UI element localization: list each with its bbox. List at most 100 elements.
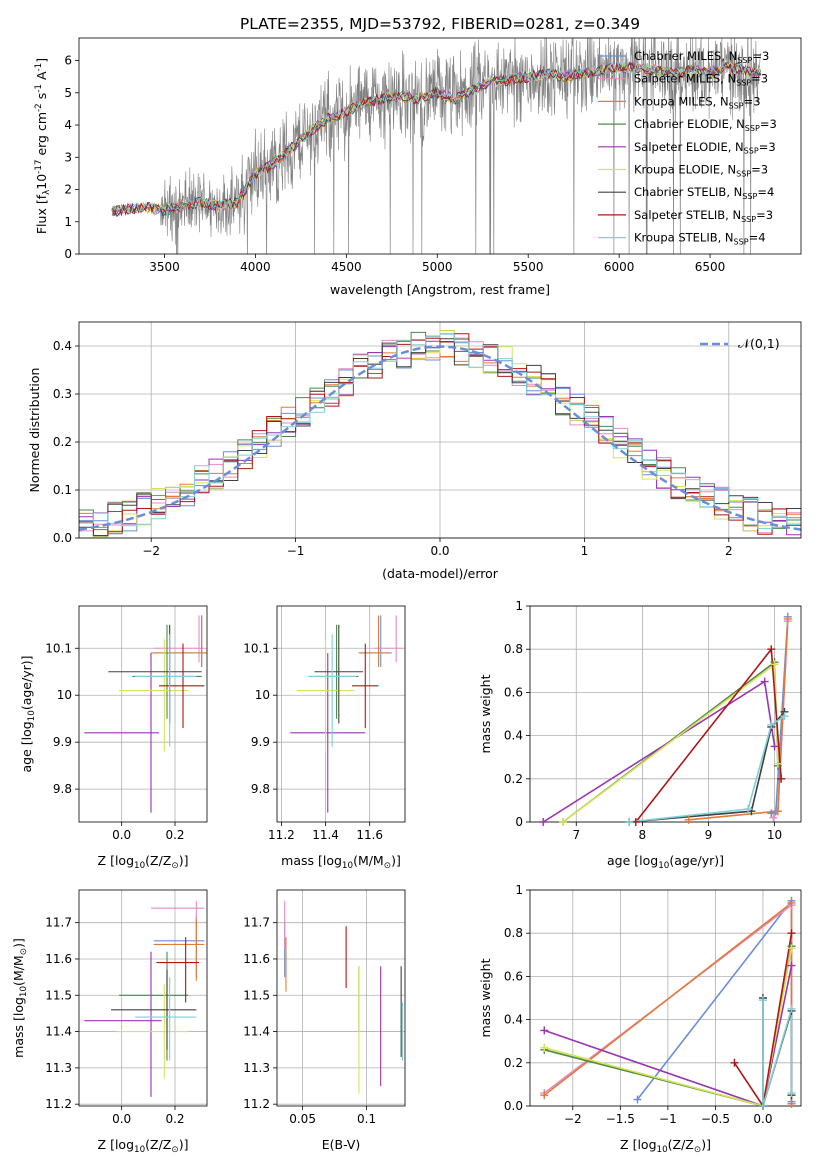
weight-marker (540, 1043, 549, 1052)
y-tick-label: 0.2 (504, 772, 523, 786)
weight-line (629, 711, 786, 822)
weight-marker (758, 1102, 767, 1110)
x-axis-label: age [log10​(age/yr)] (607, 853, 724, 871)
weight-marker (777, 774, 786, 783)
panel-weight_vs_age: 7 8 9 10 0 0.2 0.4 0.6 0.8 1 age [log10​(age/yr)] m… (478, 599, 802, 871)
axes-frame (78, 605, 208, 823)
y-tick-label: 11.3 (243, 1061, 270, 1075)
y-tick-label: 0.3 (53, 387, 72, 401)
x-tick-label: 5500 (513, 260, 544, 274)
y-tick-label: 11.4 (45, 1025, 72, 1039)
weight-line (544, 948, 793, 1106)
weight-marker (684, 815, 693, 824)
y-tick-label: 11.7 (45, 916, 72, 930)
legend-entry: Kroupa STELIB, NSSP​=4 (634, 231, 766, 247)
histogram-step (79, 333, 801, 538)
panel-age_vs_Z: 0.0 0.2 9.8 9.9 10 10.1 Z [log10​(Z/Z⊙​)] age [… (19, 605, 208, 871)
x-tick-label: 3500 (149, 260, 180, 274)
x-tick-label: 9 (705, 828, 713, 842)
x-tick-label: −2 (564, 1112, 582, 1126)
y-tick-label: 0 (64, 247, 72, 261)
weight-marker (767, 809, 776, 818)
axes-frame (529, 889, 802, 1107)
x-tick-label: 7 (572, 828, 580, 842)
y-tick-label: 0.4 (53, 339, 72, 353)
weight-marker (633, 1095, 642, 1104)
weight-marker (780, 712, 789, 721)
weight-marker (769, 813, 778, 822)
weight-line (544, 965, 793, 1106)
weight-line (762, 1000, 793, 1106)
x-tick-label: −0.5 (701, 1112, 730, 1126)
x-tick-label: 6000 (604, 260, 635, 274)
weight-marker (760, 677, 769, 686)
weight-marker (783, 614, 792, 623)
x-tick-label: 11.4 (312, 828, 339, 842)
weight-marker (787, 898, 796, 907)
x-tick-label: 4500 (331, 260, 362, 274)
y-tick-label: 0.2 (504, 1056, 523, 1070)
y-axis-label: age [log10​(age/yr)] (19, 655, 37, 772)
x-axis-label: E(B-V) (322, 1137, 361, 1152)
y-tick-label: 11.5 (243, 988, 270, 1002)
y-tick-label: 0.6 (504, 685, 523, 699)
weight-marker (730, 1058, 739, 1067)
axes-frame (276, 605, 406, 823)
panel-mass_vs_Z: 0.0 0.2 11.2 11.3 11.4 11.5 11.6 11.7 Z [log10​(… (11, 889, 208, 1155)
y-tick-label: 9.9 (53, 735, 72, 749)
x-tick-label: 0.05 (289, 1112, 316, 1126)
y-tick-label: 9.8 (251, 782, 270, 796)
y-axis-label: Flux [fλ​10-17​ erg cm-2​ s-1​ A-1​] (34, 58, 52, 234)
x-tick-label: 10 (767, 828, 782, 842)
y-tick-label: 4 (64, 118, 72, 132)
weight-marker (787, 1089, 796, 1098)
y-tick-label: 11.6 (243, 952, 270, 966)
x-tick-label: 11.2 (268, 828, 295, 842)
y-tick-label: 1 (515, 883, 523, 897)
weight-marker (559, 818, 568, 826)
panel-mass_vs_ebv: 0.05 0.1 11.2 11.3 11.4 11.5 11.6 11.7 E(B-V) (243, 889, 406, 1152)
weight-marker (787, 1004, 796, 1013)
weight-marker (787, 1099, 796, 1108)
y-tick-label: 10 (255, 688, 270, 702)
y-tick-label: 0.1 (53, 483, 72, 497)
x-tick-label: 0.0 (753, 1112, 772, 1126)
x-tick-label: 1 (581, 544, 589, 558)
x-tick-label: 0.2 (165, 828, 184, 842)
y-axis-label: Normed distribution (27, 368, 42, 493)
y-tick-label: 0.0 (504, 1099, 523, 1113)
y-tick-label: 0.8 (504, 926, 523, 940)
panel-spectrum: 3500 4000 4500 5000 5500 6000 6500 0 1 2 3 4 5 6 wavel… (34, 37, 802, 297)
x-tick-label: 8 (639, 828, 647, 842)
axes-frame (78, 37, 802, 255)
y-tick-label: 0 (515, 815, 523, 829)
x-tick-label: 0.0 (430, 544, 449, 558)
weight-marker (767, 645, 776, 654)
y-tick-label: 1 (515, 599, 523, 613)
weight-marker (758, 996, 767, 1005)
x-axis-label: wavelength [Angstrom, rest frame] (330, 282, 550, 297)
y-tick-label: 3 (64, 150, 72, 164)
weight-line (733, 933, 793, 1106)
y-tick-label: 6 (64, 54, 72, 68)
x-tick-label: 0.0 (112, 828, 131, 842)
plot-area (284, 900, 403, 1094)
figure-title: PLATE=2355, MJD=53792, FIBERID=0281, z=0… (240, 15, 640, 33)
legend-entry: Salpeter MILES, NSSP​=3 (634, 72, 768, 88)
y-tick-label: 1 (64, 215, 72, 229)
x-tick-label: 11.6 (356, 828, 383, 842)
weight-marker (767, 720, 776, 729)
legend-entry: Salpeter ELODIE, NSSP​=3 (634, 140, 776, 156)
weight-marker (773, 759, 782, 768)
y-tick-label: 0.6 (504, 969, 523, 983)
plot-area (111, 38, 762, 254)
weight-marker (770, 660, 779, 669)
y-axis-label: mass [log10​(M/M⊙​)] (11, 938, 29, 1058)
legend-entry: Chabrier ELODIE, NSSP​=3 (634, 117, 777, 133)
panel-weight_vs_Z: −2 −1.5 −1 −0.5 0.0 0.0 0.2 0.4 0.6 0.8 1 Z [log10​… (478, 883, 802, 1155)
y-tick-label: 0.0 (53, 531, 72, 545)
x-axis-label: Z [log10​(Z/Z⊙​)] (98, 1137, 189, 1155)
legend-entry: Chabrier STELIB, NSSP​=4 (634, 185, 774, 201)
y-tick-label: 11.2 (243, 1097, 270, 1111)
